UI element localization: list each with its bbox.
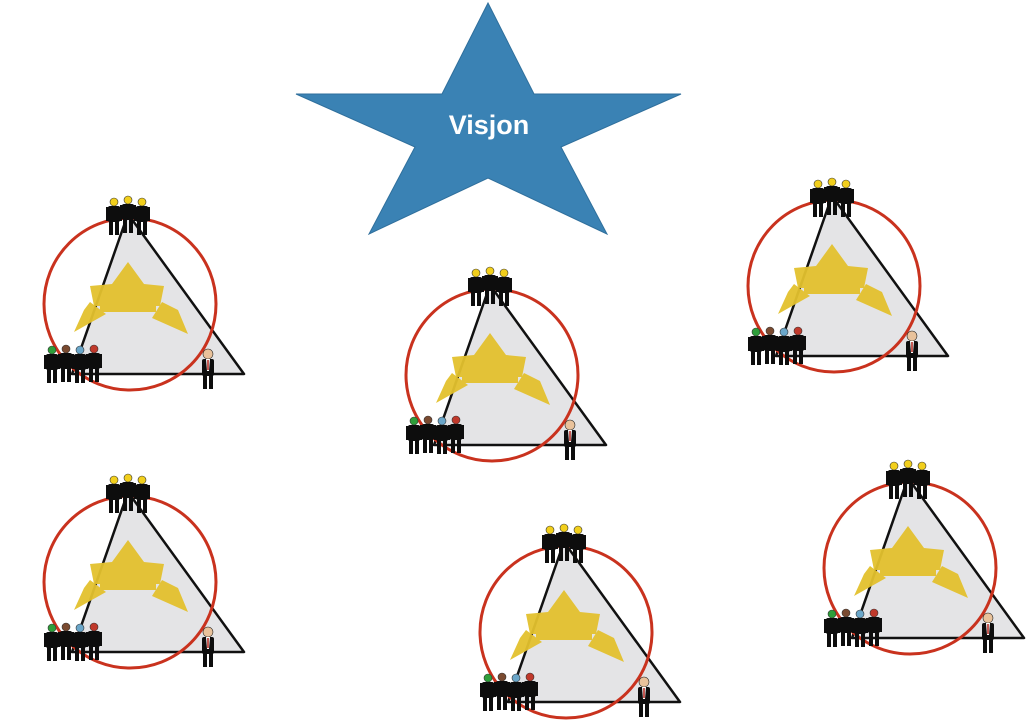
group-2 xyxy=(404,266,608,463)
leader-figure xyxy=(886,461,902,499)
team-member-figure xyxy=(86,622,102,660)
team-member-figure xyxy=(762,326,778,364)
team-member-figure xyxy=(58,344,74,382)
team-member-figure xyxy=(522,672,538,710)
arrow-cluster-icon xyxy=(854,526,968,598)
team-member-figure xyxy=(838,608,854,646)
team-figures-icon xyxy=(406,415,464,454)
group-6 xyxy=(822,459,1026,656)
team-member-figure xyxy=(494,672,510,710)
leader-figure xyxy=(120,195,136,233)
manager-figure-icon xyxy=(906,330,918,371)
arrow-cluster-icon xyxy=(74,540,188,612)
team-figures-icon xyxy=(824,608,882,647)
leader-figure xyxy=(468,268,484,306)
leader-figure xyxy=(542,525,558,563)
leader-figures-icon xyxy=(468,266,512,306)
group-4 xyxy=(42,473,246,670)
team-member-figure xyxy=(852,609,868,647)
leader-figures-icon xyxy=(810,177,854,217)
team-figures-icon xyxy=(748,326,806,365)
team-member-figure xyxy=(448,415,464,453)
group-1 xyxy=(42,195,246,392)
leader-figure xyxy=(556,523,572,561)
team-member-figure xyxy=(480,673,496,711)
leader-figure xyxy=(914,461,930,499)
leader-figures-icon xyxy=(886,459,930,499)
vision-label: Visjon xyxy=(448,110,530,140)
team-member-figure xyxy=(58,622,74,660)
arrow-cluster-icon xyxy=(778,244,892,316)
manager-figure-icon xyxy=(982,612,994,653)
leader-figure xyxy=(838,179,854,217)
leader-figure xyxy=(106,197,122,235)
team-member-figure xyxy=(790,326,806,364)
team-member-figure xyxy=(434,416,450,454)
leader-figures-icon xyxy=(542,523,586,563)
manager-figure-icon xyxy=(202,348,214,389)
leader-figure xyxy=(134,475,150,513)
team-figures-icon xyxy=(44,344,102,383)
team-figures-icon xyxy=(480,672,538,711)
team-member-figure xyxy=(420,415,436,453)
leader-figure xyxy=(810,179,826,217)
manager-figure-icon xyxy=(202,626,214,667)
arrow-cluster-icon xyxy=(510,590,624,662)
manager-figure-icon xyxy=(638,676,650,717)
leader-figures-icon xyxy=(106,473,150,513)
team-member-figure xyxy=(866,608,882,646)
arrow-cluster-icon xyxy=(74,262,188,334)
group-5 xyxy=(478,523,682,720)
leader-figures-icon xyxy=(106,195,150,235)
vision-star-icon xyxy=(295,1,682,236)
team-member-figure xyxy=(86,344,102,382)
groups-layer xyxy=(42,177,1026,720)
leader-figure xyxy=(570,525,586,563)
team-figures-icon xyxy=(44,622,102,661)
leader-figure xyxy=(824,177,840,215)
manager-figure-icon xyxy=(564,419,576,460)
team-member-figure xyxy=(824,609,840,647)
leader-figure xyxy=(496,268,512,306)
leader-figure xyxy=(120,473,136,511)
group-3 xyxy=(746,177,950,374)
arrow-cluster-icon xyxy=(436,333,550,405)
leader-figure xyxy=(106,475,122,513)
leader-figure xyxy=(134,197,150,235)
